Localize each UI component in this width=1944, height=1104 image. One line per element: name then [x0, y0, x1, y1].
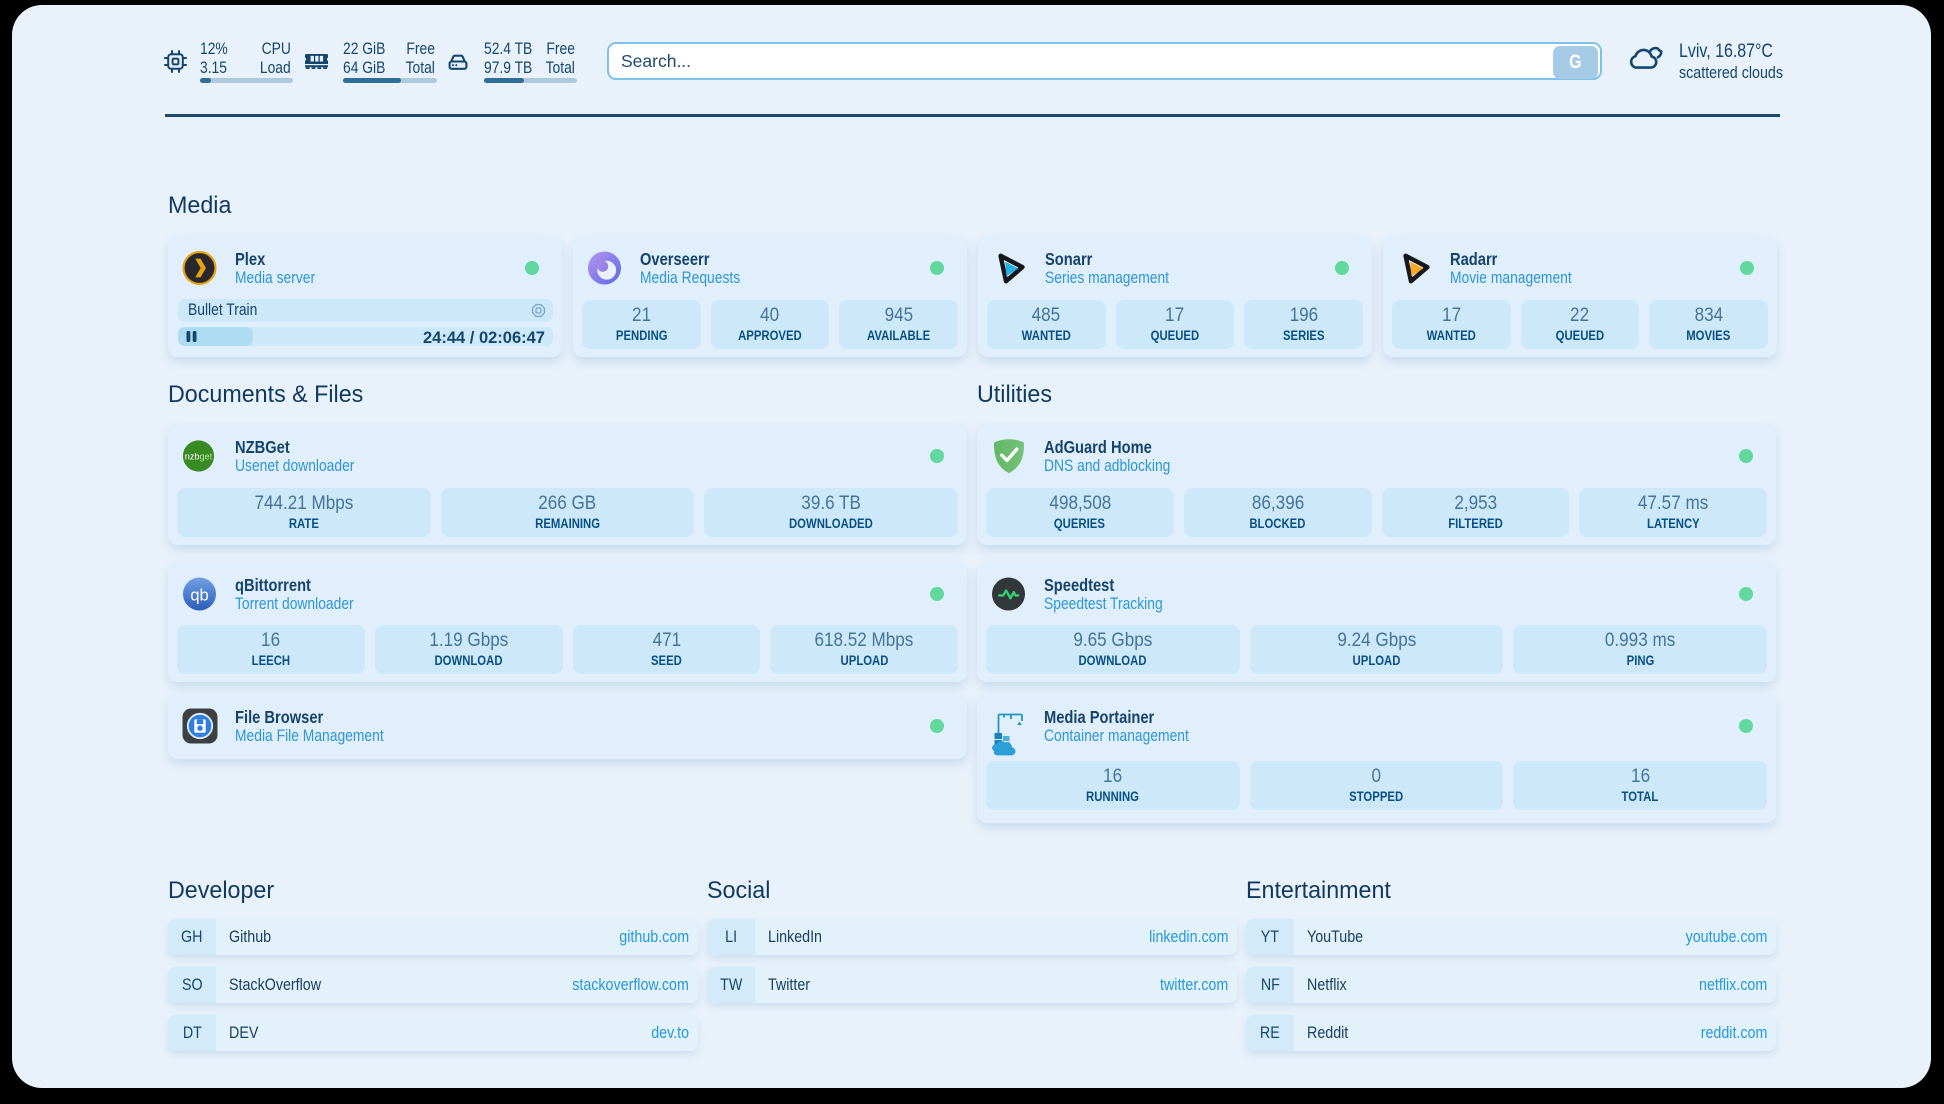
svg-text:nzbget: nzbget	[185, 452, 213, 462]
svg-text:qb: qb	[190, 585, 208, 604]
